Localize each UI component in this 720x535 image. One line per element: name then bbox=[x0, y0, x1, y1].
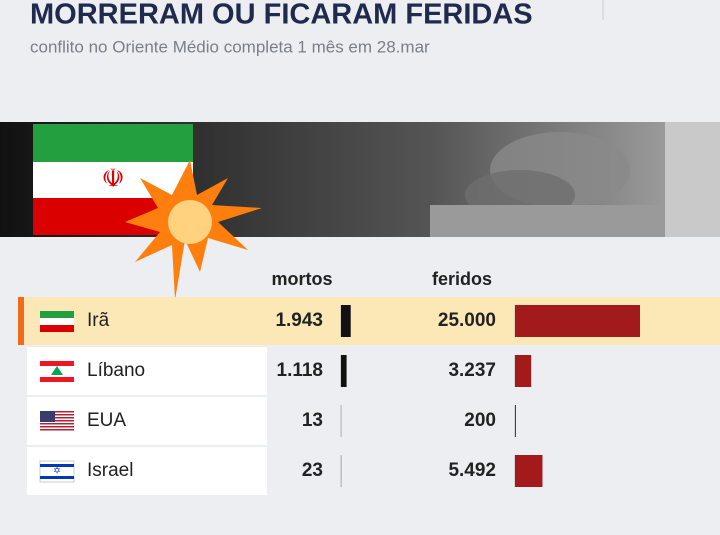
country-label: Líbano bbox=[87, 360, 145, 381]
flag bbox=[40, 411, 55, 422]
row-accent bbox=[18, 297, 24, 345]
column-header: mortos bbox=[271, 269, 332, 289]
value-label: 1.118 bbox=[277, 360, 324, 381]
value-label: 13 bbox=[302, 410, 323, 431]
bar bbox=[515, 355, 531, 387]
flag bbox=[40, 423, 74, 425]
chart-subtitle: conflito no Oriente Médio completa 1 mês… bbox=[30, 37, 430, 56]
svg-text:☫: ☫ bbox=[101, 163, 124, 193]
country-label: Irã bbox=[87, 310, 110, 331]
value-label: 23 bbox=[302, 460, 323, 481]
banner-image: ☫ bbox=[0, 122, 720, 300]
flag bbox=[40, 429, 74, 431]
value-label: 3.237 bbox=[448, 360, 496, 381]
value-label: 1.943 bbox=[275, 310, 323, 331]
value-label: 200 bbox=[464, 410, 496, 431]
value-label: 25.000 bbox=[438, 310, 496, 331]
bar bbox=[515, 455, 542, 487]
bar bbox=[341, 355, 347, 387]
value-label: 5.492 bbox=[448, 460, 496, 481]
flag bbox=[40, 361, 74, 366]
flag: ✡ bbox=[53, 465, 61, 475]
bar bbox=[515, 305, 640, 337]
flag bbox=[40, 377, 74, 382]
flag bbox=[40, 426, 74, 428]
chart-title: MORRERAM OU FICARAM FERIDAS bbox=[30, 0, 533, 31]
bar bbox=[341, 305, 351, 337]
country-label: Israel bbox=[87, 460, 133, 481]
flag bbox=[40, 476, 74, 479]
bar bbox=[515, 405, 516, 437]
country-label: EUA bbox=[87, 410, 126, 431]
flag bbox=[40, 311, 74, 318]
flag bbox=[40, 325, 74, 332]
flag bbox=[40, 318, 74, 325]
column-header: feridos bbox=[432, 269, 492, 289]
